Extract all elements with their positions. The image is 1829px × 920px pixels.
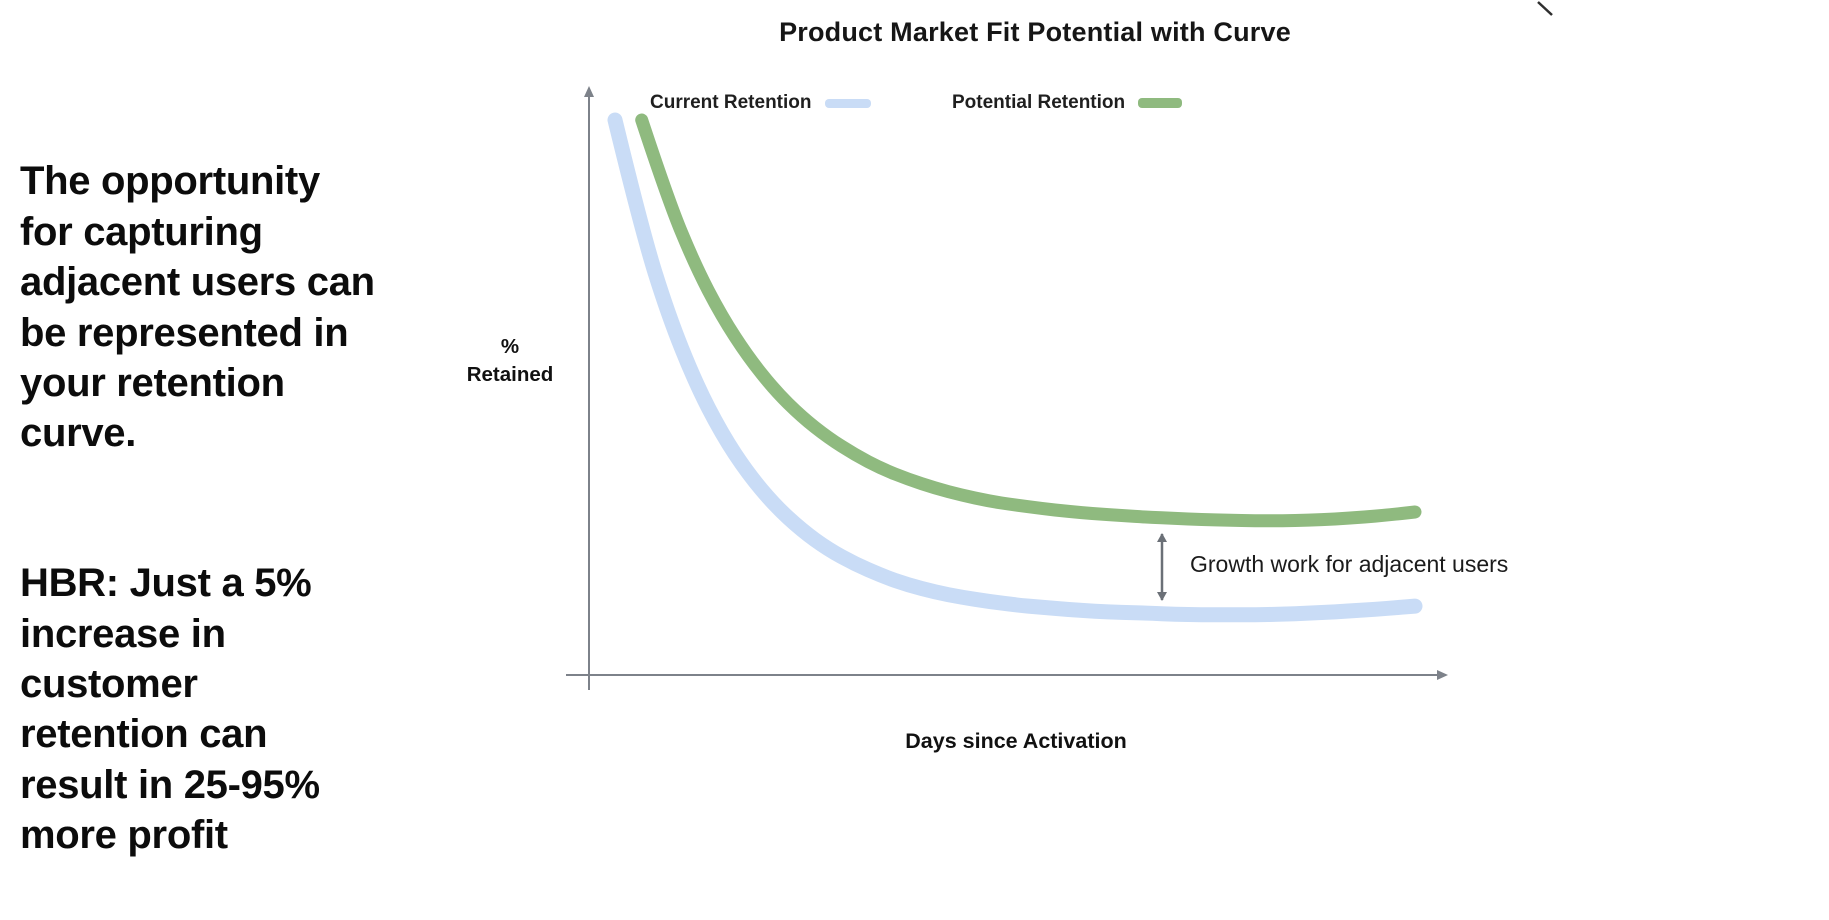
legend-swatch-potential-icon (1138, 98, 1183, 108)
y-axis-label: % Retained (466, 335, 554, 386)
gap-annotation-text: Growth work for adjacent users (1190, 551, 1509, 577)
legend-swatch-current-icon (824, 98, 871, 108)
legend-label-current: Current Retention (650, 92, 812, 113)
insight-paragraph-retention: The opportunity for capturing adjacent u… (20, 159, 375, 456)
legend-item-current-retention: Current Retention (650, 92, 871, 114)
legend-item-potential-retention: Potential Retention (952, 92, 1183, 114)
chart-title: Product Market Fit Potential with Curve (779, 17, 1291, 47)
legend-label-potential: Potential Retention (952, 92, 1126, 113)
insight-paragraph-hbr: HBR: Just a 5% increase in customer rete… (20, 561, 320, 858)
potential-retention-curve (635, 113, 1422, 528)
current-retention-curve (607, 112, 1423, 623)
corner-mark (1537, 1, 1553, 16)
x-axis-label: Days since Activation (905, 729, 1127, 753)
insight-panel: The opportunity for capturing adjacent u… (20, 106, 482, 911)
